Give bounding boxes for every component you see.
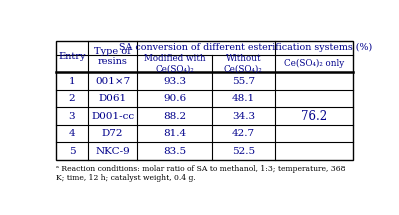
Text: 52.5: 52.5 [232,147,255,156]
Text: 3: 3 [69,112,75,121]
Text: 81.4: 81.4 [163,129,186,138]
Text: 2: 2 [69,94,75,103]
Text: 88.2: 88.2 [163,112,186,121]
Text: NKC-9: NKC-9 [95,147,130,156]
Text: 93.3: 93.3 [163,77,186,86]
Text: 1: 1 [69,77,75,86]
Text: D72: D72 [102,129,123,138]
Text: 34.3: 34.3 [232,112,255,121]
Text: Modified with
Ce(SO₄)₂: Modified with Ce(SO₄)₂ [144,54,205,73]
Text: 83.5: 83.5 [163,147,186,156]
Text: 55.7: 55.7 [232,77,255,86]
Text: 42.7: 42.7 [232,129,255,138]
Text: 76.2: 76.2 [301,110,327,123]
Text: 4: 4 [69,129,75,138]
Text: Type of
resins: Type of resins [94,47,131,66]
Text: ᵃ Reaction conditions: molar ratio of SA to methanol, 1:3; temperature, 368
K; t: ᵃ Reaction conditions: molar ratio of SA… [56,165,346,182]
Text: 48.1: 48.1 [232,94,255,103]
Text: 5: 5 [69,147,75,156]
Text: 001×7: 001×7 [95,77,130,86]
Text: 90.6: 90.6 [163,94,186,103]
Text: D001-cc: D001-cc [91,112,134,121]
Text: Without
Ce(SO₄)₂: Without Ce(SO₄)₂ [224,54,263,73]
Text: SA conversion of different esterification systems (%): SA conversion of different esterificatio… [119,43,372,52]
Text: D061: D061 [99,94,126,103]
Text: Entry: Entry [58,52,86,61]
Text: Ce(SO₄)₂ only: Ce(SO₄)₂ only [284,59,344,68]
